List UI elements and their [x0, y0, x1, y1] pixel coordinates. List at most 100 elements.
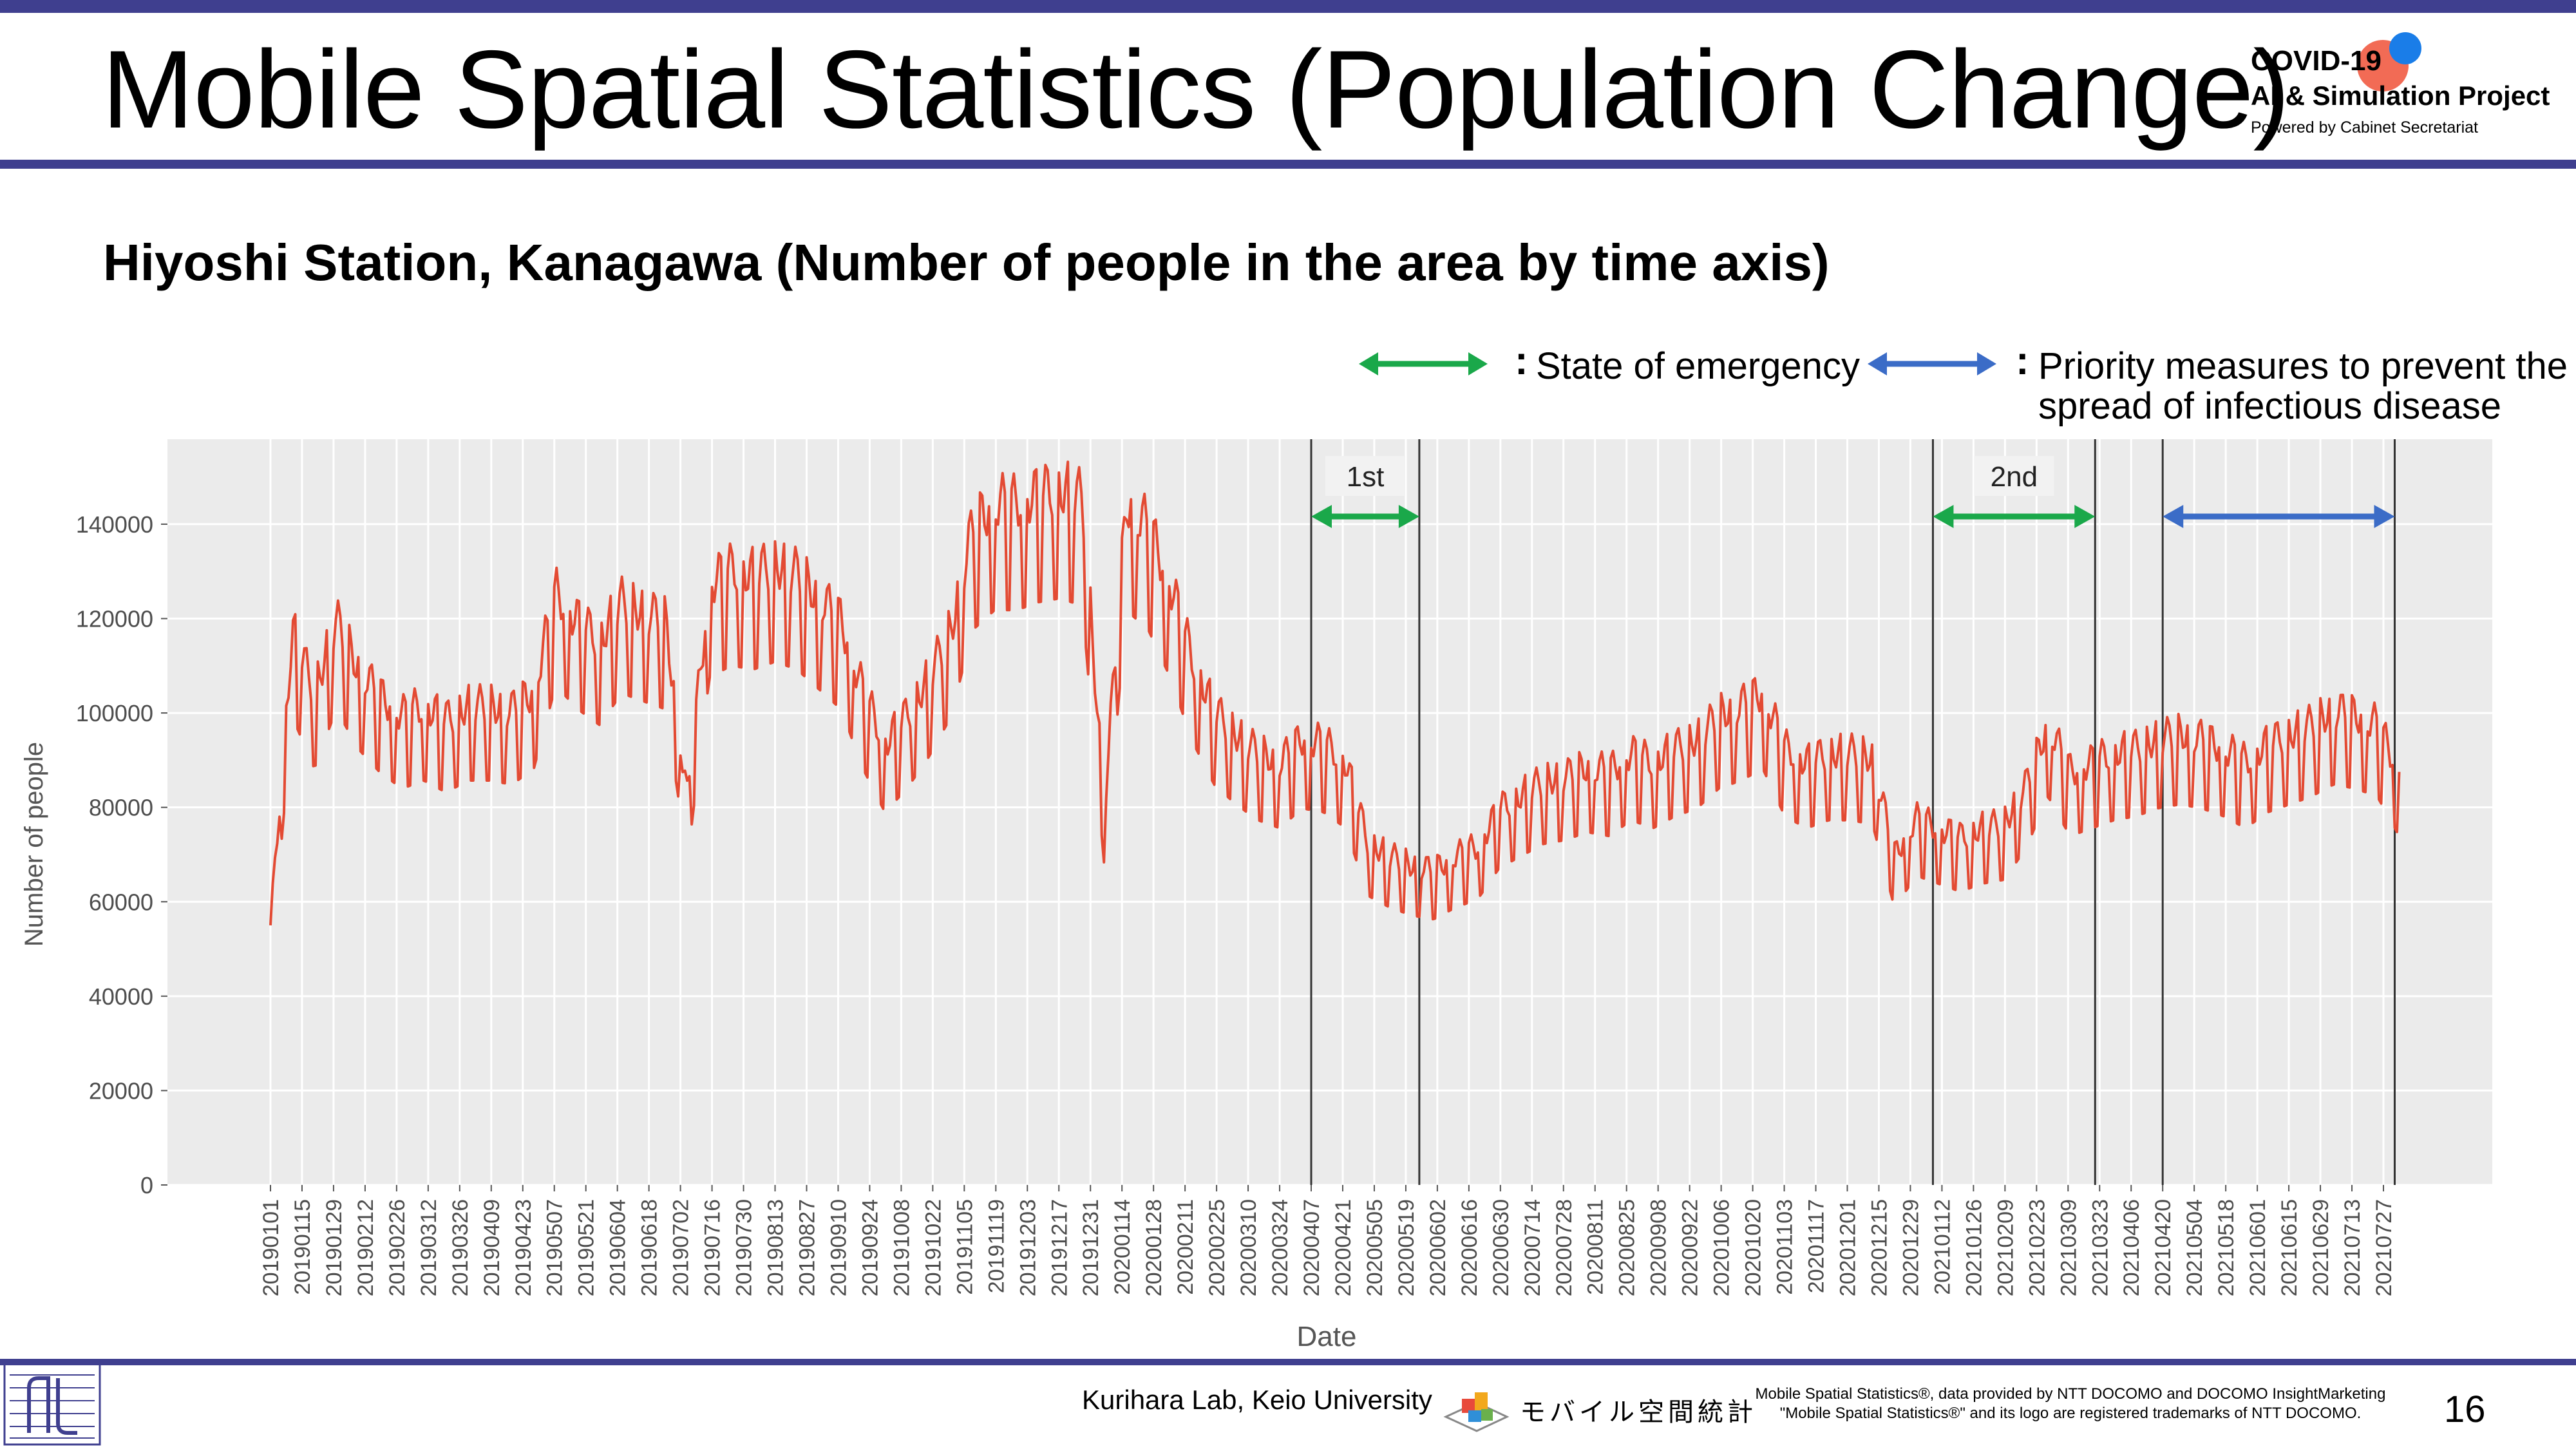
- x-tick-label: 20190409: [480, 1199, 504, 1296]
- x-tick-label: 20190702: [669, 1199, 694, 1296]
- x-tick-label: 20190423: [511, 1199, 536, 1296]
- x-tick-label: 20210518: [2214, 1199, 2239, 1296]
- period-arrow-head: [2074, 505, 2096, 528]
- x-tick-label: 20200728: [1552, 1199, 1577, 1296]
- footer-lab-name: Kurihara Lab, Keio University: [1082, 1385, 1432, 1415]
- logo-line-2: AI & Simulation Project: [2251, 80, 2550, 111]
- x-tick-label: 20200811: [1584, 1199, 1608, 1295]
- x-tick-label: 20200505: [1363, 1199, 1387, 1296]
- x-tick-label: 20201006: [1710, 1199, 1734, 1296]
- population-line-chart: 0 20000 40000 60000 80000 100000 120000 140000 2…: [20, 439, 2492, 1352]
- x-tick-label: 20201020: [1741, 1199, 1766, 1296]
- footer-trademark-note: Mobile Spatial Statistics®, data provide…: [1736, 1385, 2405, 1423]
- period-label: 2nd: [1991, 461, 2038, 493]
- period-arrow-head: [2374, 505, 2395, 528]
- legend-priority-label-2: spread of infectious disease: [2038, 385, 2501, 427]
- x-tick-label: 20190521: [574, 1199, 599, 1296]
- x-tick-label: 20200630: [1489, 1199, 1513, 1296]
- x-tick-label: 20201117: [1804, 1199, 1829, 1293]
- priority-arrow-icon: [1868, 352, 1996, 375]
- x-tick-label: 20201103: [1773, 1199, 1797, 1295]
- x-tick-label: 20190101: [259, 1199, 283, 1296]
- cube-logo-icon: [1443, 1392, 1510, 1432]
- x-tick-label: 20190507: [543, 1199, 567, 1296]
- x-tick-label: 20210126: [1962, 1199, 1986, 1296]
- population-series-line: [269, 460, 2401, 926]
- x-tick-label: 20191217: [1047, 1199, 1072, 1296]
- x-tick-label: 20190129: [322, 1199, 346, 1296]
- x-tick-label: 20200519: [1394, 1199, 1419, 1296]
- x-tick-label: 20201215: [1867, 1199, 1891, 1296]
- title-underline: [0, 160, 2576, 169]
- x-tick-label: 20210601: [2246, 1199, 2270, 1296]
- period-arrow-head: [1933, 505, 1954, 528]
- x-tick-label: 20200421: [1331, 1199, 1356, 1296]
- x-tick-label: 20200324: [1268, 1199, 1293, 1296]
- x-tick-label: 20190226: [385, 1199, 410, 1296]
- y-tick-label: 60000: [89, 889, 153, 915]
- legend-colon: :: [2016, 339, 2029, 383]
- x-tick-label: 20190326: [448, 1199, 473, 1296]
- x-tick-label: 20190813: [764, 1199, 788, 1296]
- legend-priority-label-1: Priority measures to prevent the: [2038, 345, 2568, 387]
- x-tick-label: 20191203: [1016, 1199, 1040, 1296]
- y-tick-label: 100000: [76, 700, 153, 726]
- mobile-spatial-statistics-logo: モバイル空間統計: [1439, 1378, 1753, 1436]
- y-tick-label: 20000: [89, 1077, 153, 1104]
- period-arrow-head: [1398, 505, 1419, 528]
- slide-title: Mobile Spatial Statistics (Population Ch…: [102, 28, 2290, 151]
- x-tick-label: 20200714: [1520, 1199, 1545, 1296]
- x-tick-label: 20190212: [354, 1199, 378, 1296]
- covid-project-logo: COVID-19 AI & Simulation Project Powered…: [2251, 32, 2560, 155]
- x-tick-label: 20210420: [2151, 1199, 2175, 1296]
- x-tick-label: 20200616: [1457, 1199, 1482, 1296]
- trademark-line-2: "Mobile Spatial Statistics®" and its log…: [1779, 1405, 2362, 1422]
- x-tick-label: 20200825: [1615, 1199, 1640, 1296]
- y-tick-label: 140000: [76, 511, 153, 538]
- x-tick-label: 20200211: [1173, 1199, 1198, 1295]
- x-tick-label: 20200602: [1426, 1199, 1450, 1296]
- footer-divider: [0, 1359, 2576, 1365]
- x-tick-label: 20200922: [1678, 1199, 1703, 1296]
- x-tick-label: 20210504: [2183, 1199, 2207, 1296]
- x-tick-label: 20190730: [732, 1199, 757, 1296]
- x-tick-label: 20190716: [701, 1199, 725, 1296]
- period-label-box: [1325, 456, 1405, 496]
- x-tick-label: 20191008: [889, 1199, 914, 1296]
- page-number: 16: [2444, 1388, 2486, 1430]
- period-label: 1st: [1347, 461, 1385, 493]
- y-tick-label: 0: [140, 1172, 153, 1198]
- brand-text: モバイル空間統計: [1520, 1398, 1757, 1426]
- x-tick-label: 20191231: [1079, 1199, 1103, 1296]
- logo-line-1: COVID-19: [2251, 45, 2382, 77]
- x-axis-title: Date: [1297, 1321, 1357, 1352]
- x-tick-label: 20210615: [2277, 1199, 2302, 1296]
- chart-legend: : State of emergency : Priority measures…: [1359, 338, 2570, 435]
- chart-subtitle: Hiyoshi Station, Kanagawa (Number of peo…: [103, 234, 1830, 291]
- period-label-box: [1974, 456, 2054, 496]
- x-tick-label: 20200114: [1110, 1199, 1135, 1295]
- x-tick-label: 20190827: [795, 1199, 819, 1296]
- logo-line-3: Powered by Cabinet Secretariat: [2251, 118, 2478, 137]
- x-tick-label: 20201229: [1899, 1199, 1923, 1296]
- top-accent-bar: [0, 0, 2576, 13]
- x-tick-label: 20200225: [1205, 1199, 1229, 1296]
- x-tick-label: 20201201: [1836, 1199, 1861, 1296]
- y-tick-label: 80000: [89, 795, 153, 821]
- x-tick-label: 20190618: [638, 1199, 662, 1296]
- x-tick-label: 20200310: [1236, 1199, 1261, 1296]
- x-tick-label: 20190312: [417, 1199, 441, 1296]
- legend-emergency-label: State of emergency: [1536, 345, 1860, 387]
- x-tick-label: 20210406: [2119, 1199, 2144, 1296]
- x-tick-label: 20190604: [606, 1199, 630, 1296]
- x-tick-label: 20190924: [858, 1199, 882, 1296]
- x-tick-label: 20190115: [290, 1199, 315, 1295]
- x-tick-label: 20191022: [921, 1199, 945, 1296]
- x-tick-label: 20210727: [2372, 1199, 2396, 1296]
- legend-colon: :: [1515, 339, 1528, 383]
- period-arrow-head: [2163, 505, 2184, 528]
- x-tick-label: 20191105: [952, 1199, 977, 1295]
- x-tick-label: 20200128: [1142, 1199, 1166, 1296]
- x-tick-label: 20210629: [2309, 1199, 2333, 1296]
- x-tick-label: 20210309: [2056, 1199, 2081, 1296]
